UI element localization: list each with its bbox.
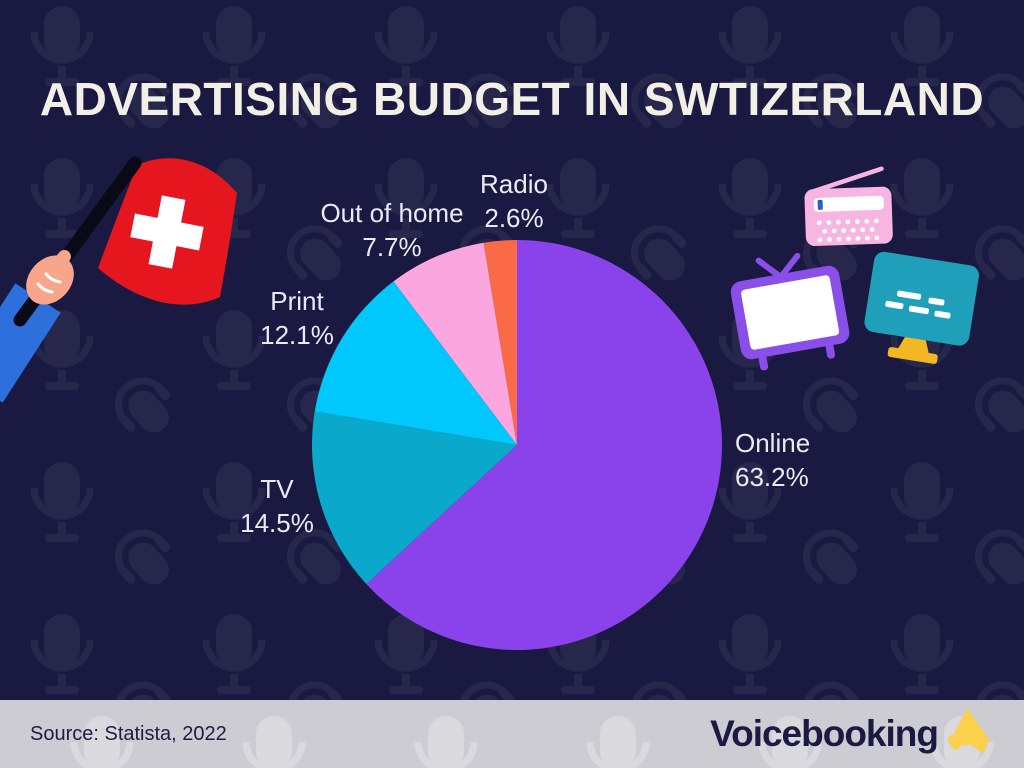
source-text: Source: Statista, 2022 <box>30 722 227 745</box>
slice-percent: 2.6% <box>484 203 544 233</box>
footer-bar: Source: Statista, 2022 Voicebooking <box>0 700 1024 768</box>
slice-percent: 12.1% <box>260 320 334 350</box>
radio-display <box>813 195 884 212</box>
page-title: ADVERTISING BUDGET IN SWTIZERLAND <box>39 73 985 125</box>
slice-name: Online <box>735 428 811 458</box>
monitor-screen <box>864 251 979 346</box>
slice-name: Print <box>270 286 324 316</box>
pie-chart-svg <box>312 240 722 650</box>
slice-percent: 7.7% <box>362 232 422 262</box>
swiss-flag-illustration <box>0 156 237 403</box>
radio-tuner-tick <box>817 199 823 210</box>
slice-name: TV <box>260 474 294 504</box>
tv-icon <box>730 252 850 371</box>
brand-logo: Voicebooking <box>710 707 994 761</box>
pie-label-tv: TV 14.5% <box>207 472 347 540</box>
pie-label-online: Online 63.2% <box>735 426 905 494</box>
slice-percent: 63.2% <box>735 462 809 492</box>
brand-name: Voicebooking <box>710 713 939 754</box>
monitor-icon <box>864 251 979 364</box>
slice-percent: 14.5% <box>240 508 314 538</box>
slice-name: Radio <box>480 169 548 199</box>
megaphone-icon <box>947 708 991 753</box>
footer-content: Source: Statista, 2022 Voicebooking <box>0 700 1024 768</box>
pie-label-radio: Radio 2.6% <box>444 167 584 235</box>
pie-label-print: Print 12.1% <box>227 284 367 352</box>
